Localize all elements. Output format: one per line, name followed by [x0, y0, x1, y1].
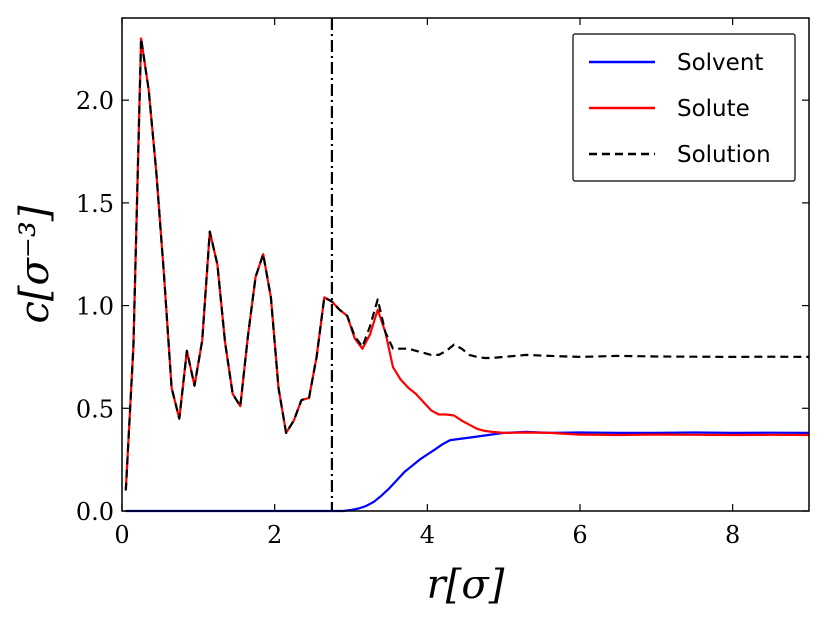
legend: Solvent Solute Solution — [572, 33, 796, 182]
series-line-solvent — [125, 430, 810, 513]
axis-ticks: 0 2 4 6 8 0.0 0.5 1.0 1.5 2.0 — [76, 18, 809, 549]
y-tick-label: 0.0 — [76, 498, 114, 526]
chart-marks — [124, 18, 810, 513]
legend-label-solvent: Solvent — [677, 50, 763, 76]
legend-items: Solvent Solute Solution — [589, 50, 771, 168]
x-tick-label: 6 — [572, 521, 587, 549]
legend-box — [572, 33, 796, 182]
legend-label-solution: Solution — [677, 142, 771, 168]
plot-frame — [121, 17, 810, 512]
y-tick-label: 1.0 — [76, 293, 114, 321]
y-tick-label: 2.0 — [76, 87, 114, 115]
x-tick-label: 8 — [725, 521, 740, 549]
x-tick-label: 2 — [267, 521, 282, 549]
y-tick-label: 0.5 — [76, 395, 114, 423]
series-line-solution — [124, 37, 810, 491]
legend-label-solute: Solute — [677, 96, 750, 122]
y-tick-label: 1.5 — [76, 190, 114, 218]
x-tick-label: 4 — [420, 521, 435, 549]
x-tick-label: 0 — [114, 521, 129, 549]
y-axis-label: c[σ⁻³] — [12, 205, 58, 323]
x-axis-label: r[σ] — [427, 562, 505, 608]
